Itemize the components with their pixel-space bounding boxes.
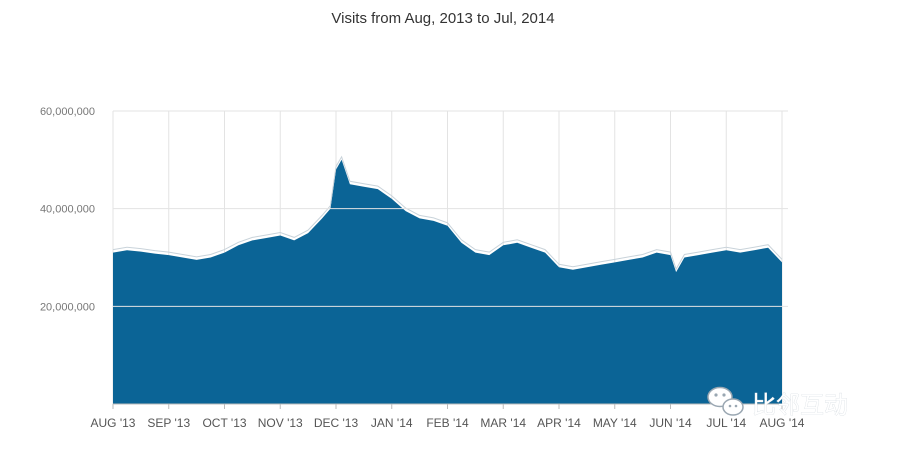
x-tick-label: JUL '14 <box>706 416 746 430</box>
x-tick-label: JUN '14 <box>649 416 692 430</box>
chart-title: Visits from Aug, 2013 to Jul, 2014 <box>331 10 554 27</box>
x-tick-label: JAN '14 <box>371 416 413 430</box>
y-tick-label: 20,000,000 <box>40 301 95 313</box>
watermark-text: 比邻互动 <box>752 391 848 419</box>
y-axis: 60,000,000 40,000,000 20,000,000 <box>40 106 95 313</box>
x-tick-label: FEB '14 <box>426 416 469 430</box>
wechat-icon <box>707 386 744 416</box>
x-tick-label: AUG '14 <box>760 416 805 430</box>
visits-outline <box>112 155 783 271</box>
x-tick-label: AUG '13 <box>91 416 136 430</box>
x-tick-label: MAY '14 <box>593 416 637 430</box>
x-tick-label: MAR '14 <box>480 416 526 430</box>
x-tick-label: DEC '13 <box>314 416 359 430</box>
x-tick-label: SEP '13 <box>147 416 190 430</box>
y-tick-label: 60,000,000 <box>40 106 95 118</box>
x-tick-label: OCT '13 <box>202 416 246 430</box>
plot-area <box>112 110 788 404</box>
x-tick-label: NOV '13 <box>258 416 303 430</box>
y-tick-label: 40,000,000 <box>40 204 95 216</box>
x-tick-label: APR '14 <box>537 416 581 430</box>
visits-area <box>113 159 782 404</box>
x-axis: AUG '13 SEP '13 OCT '13 NOV '13 DEC '13 JAN '… <box>91 403 805 430</box>
watermark: 比邻互动 <box>707 386 848 419</box>
